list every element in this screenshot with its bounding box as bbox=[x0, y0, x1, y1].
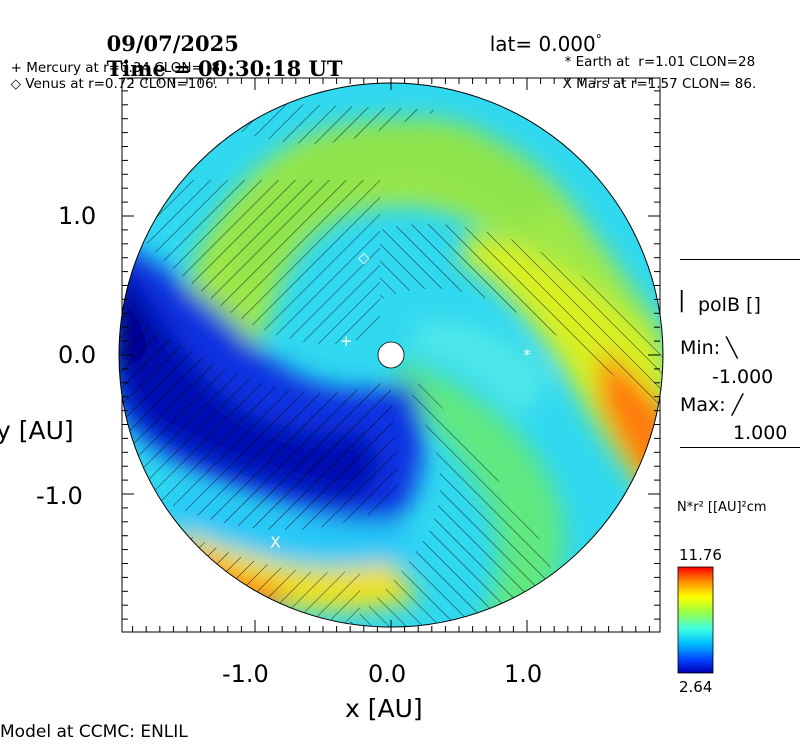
polarity-max-value: 1.000 bbox=[733, 422, 788, 444]
polarity-max-label: Max: ╱ bbox=[680, 394, 743, 416]
max-hatch-icon: ╱ bbox=[731, 394, 744, 416]
y-tick-label-neg1: -1.0 bbox=[36, 482, 83, 510]
polarity-legend-bottom-line bbox=[680, 447, 800, 448]
polarity-legend-top-line bbox=[680, 259, 800, 260]
polarity-min-text: Min: bbox=[680, 337, 721, 359]
earth-symbol: * bbox=[564, 54, 572, 70]
mercury-legend: + Mercury at r=0.34 CLON= 8. bbox=[2, 44, 225, 76]
time-text: Time = 00:30:18 UT bbox=[106, 56, 343, 81]
mercury-marker: + bbox=[340, 332, 353, 350]
mercury-symbol: + bbox=[10, 60, 22, 76]
footer-credit: Model at CCMC: ENLIL bbox=[0, 722, 188, 742]
mars-text: Mars at r=1.57 CLON= 86. bbox=[576, 76, 757, 92]
mars-marker: X bbox=[270, 534, 280, 552]
polarity-min-value: -1.000 bbox=[712, 366, 774, 388]
y-tick-label-0: 0.0 bbox=[58, 341, 97, 369]
sun-marker bbox=[377, 341, 405, 369]
mars-legend: X Mars at r=1.57 CLON= 86. bbox=[554, 60, 757, 92]
colorbar-max: 11.76 bbox=[679, 546, 722, 564]
axis-ticks bbox=[122, 78, 660, 632]
earth-text: Earth at r=1.01 CLON=28 bbox=[575, 54, 756, 70]
degree-symbol: ° bbox=[595, 32, 602, 47]
planet-markers: + ◇ * X bbox=[270, 249, 531, 552]
x-tick-label-1: 1.0 bbox=[504, 660, 543, 688]
latitude-text: lat= 0.000 bbox=[489, 32, 596, 56]
colorbar-label: N*r² [[AU]²cm bbox=[677, 500, 767, 515]
plot-title: 09/07/2025 Time = 00:30:18 UT bbox=[92, 6, 343, 81]
earth-legend: * Earth at r=1.01 CLON=28 bbox=[556, 38, 756, 70]
polarity-min-label: Min: ╲ bbox=[680, 337, 738, 359]
venus-legend: ◇ Venus at r=0.72 CLON=106. bbox=[2, 60, 218, 92]
y-tick-label-1: 1.0 bbox=[58, 202, 97, 230]
mars-symbol: X bbox=[562, 76, 572, 92]
colorbar bbox=[677, 566, 714, 674]
y-axis-label: y [AU] bbox=[0, 416, 74, 445]
date-text: 09/07/2025 bbox=[106, 31, 239, 56]
x-tick-label-neg1: -1.0 bbox=[222, 660, 269, 688]
earth-marker: * bbox=[523, 346, 531, 364]
x-tick-label-0: 0.0 bbox=[368, 660, 407, 688]
min-hatch-icon: ╲ bbox=[726, 337, 738, 359]
polarity-legend-label: polB [] bbox=[698, 294, 761, 316]
colorbar-min: 2.64 bbox=[679, 678, 713, 696]
x-axis-label: x [AU] bbox=[345, 694, 423, 723]
latitude-label: lat= 0.000° bbox=[477, 8, 602, 56]
polarity-legend-bar: | bbox=[678, 288, 686, 313]
polarity-max-text: Max: bbox=[680, 394, 726, 416]
venus-marker: ◇ bbox=[358, 249, 370, 267]
mercury-text: Mercury at r=0.34 CLON= 8. bbox=[26, 60, 225, 76]
venus-text: Venus at r=0.72 CLON=106. bbox=[25, 76, 218, 92]
venus-symbol: ◇ bbox=[10, 76, 21, 92]
